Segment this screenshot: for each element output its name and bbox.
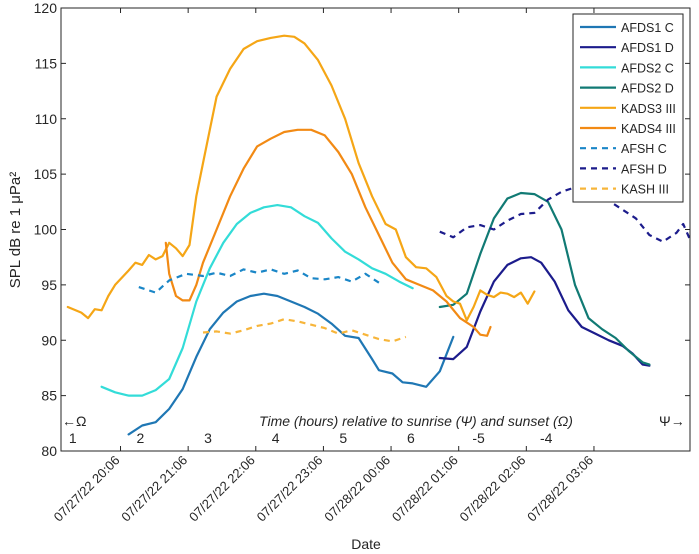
sunset-marker: ←Ω [62, 413, 86, 429]
time-annotation-text: Time (hours) relative to sunrise (Ψ) and… [259, 413, 573, 429]
legend-label: AFDS2 D [621, 82, 674, 96]
hour-label: -5 [472, 430, 485, 446]
y-tick-label: 80 [41, 443, 57, 459]
y-tick-label: 85 [41, 388, 57, 404]
series-line [202, 318, 407, 343]
plot-border [60, 7, 691, 452]
y-tick-label: 90 [41, 332, 57, 348]
y-tick-label: 95 [41, 277, 57, 293]
y-tick-label: 120 [34, 0, 58, 16]
y-tick-label: 105 [34, 166, 58, 182]
series-layer [66, 34, 690, 436]
series-line [438, 191, 651, 366]
legend: AFDS1 C AFDS1 D AFDS2 C AFDS2 D KADS3 III KAD… [572, 13, 684, 203]
y-tick-label: 110 [35, 111, 58, 127]
hour-label: 4 [272, 430, 280, 446]
hour-label: 3 [204, 430, 212, 446]
series-line [100, 204, 414, 397]
y-axis: 80 85 90 95 100 105 110 115 120 [34, 0, 690, 459]
y-tick-label: 115 [35, 55, 58, 71]
time-annotation: Time (hours) relative to sunrise (Ψ) and… [62, 413, 685, 446]
sunrise-marker: Ψ→ [659, 413, 685, 429]
hour-label: 6 [407, 430, 415, 446]
hour-labels: 1 2 3 4 5 6 -5 -4 [69, 430, 553, 446]
hour-label: 1 [69, 430, 77, 446]
legend-label: AFDS1 D [621, 41, 674, 55]
x-axis-label: Date [351, 536, 381, 552]
y-tick-label: 100 [34, 222, 58, 238]
y-axis-label: SPL dB re 1 μPa² [7, 172, 24, 288]
legend-label: AFDS2 C [621, 61, 674, 75]
legend-label: KASH III [621, 183, 669, 197]
legend-label: AFSH C [621, 142, 667, 156]
series-line [164, 128, 492, 337]
hour-label: -4 [540, 430, 553, 446]
hour-label: 5 [339, 430, 347, 446]
legend-label: KADS3 III [621, 102, 676, 116]
series-line [66, 34, 536, 322]
series-line [127, 292, 455, 436]
series-line [138, 268, 380, 294]
legend-label: KADS4 III [621, 122, 676, 136]
legend-label: AFDS1 C [621, 21, 674, 35]
hour-label: 2 [136, 430, 144, 446]
legend-label: AFSH D [621, 162, 667, 176]
